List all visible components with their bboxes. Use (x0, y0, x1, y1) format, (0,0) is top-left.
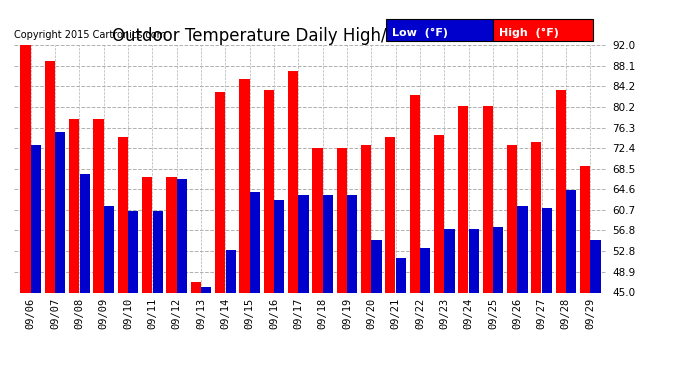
Bar (177, 179, 187, 292)
Bar (337, 148, 347, 292)
Bar (166, 177, 177, 292)
Bar (555, 90, 566, 292)
Bar (313, 148, 322, 292)
Bar (531, 142, 542, 292)
Bar (347, 195, 357, 292)
Bar (371, 240, 382, 292)
Bar (55, 132, 66, 292)
Bar (239, 79, 250, 292)
Bar (444, 229, 455, 292)
Bar (31, 145, 41, 292)
Bar (21, 45, 30, 292)
Bar (201, 287, 211, 292)
Bar (361, 145, 371, 292)
Bar (93, 119, 104, 292)
Bar (299, 195, 308, 292)
Bar (79, 174, 90, 292)
Bar (591, 240, 600, 292)
Bar (458, 105, 469, 292)
Text: Copyright 2015 Cartronics.com: Copyright 2015 Cartronics.com (14, 30, 166, 40)
Bar (215, 92, 225, 292)
Bar (69, 119, 79, 292)
Bar (385, 137, 395, 292)
Title: Outdoor Temperature Daily High/Low 20150930: Outdoor Temperature Daily High/Low 20150… (112, 27, 509, 45)
Bar (580, 166, 590, 292)
Bar (323, 195, 333, 292)
Text: Low  (°F): Low (°F) (392, 27, 448, 38)
Bar (128, 211, 139, 292)
Bar (250, 192, 260, 292)
Bar (288, 71, 298, 292)
Bar (469, 229, 479, 292)
Bar (410, 95, 420, 292)
Text: High  (°F): High (°F) (499, 27, 559, 38)
Bar (152, 211, 163, 292)
Bar (542, 208, 552, 292)
Bar (434, 135, 444, 292)
Bar (274, 200, 284, 292)
Bar (482, 105, 493, 292)
Bar (264, 90, 274, 292)
Bar (493, 226, 503, 292)
Bar (104, 206, 114, 292)
Bar (566, 190, 576, 292)
Bar (396, 258, 406, 292)
Bar (518, 206, 528, 292)
Bar (507, 145, 517, 292)
Bar (226, 251, 236, 292)
Bar (142, 177, 152, 292)
Bar (420, 248, 431, 292)
Bar (190, 282, 201, 292)
Bar (118, 137, 128, 292)
Bar (45, 61, 55, 292)
